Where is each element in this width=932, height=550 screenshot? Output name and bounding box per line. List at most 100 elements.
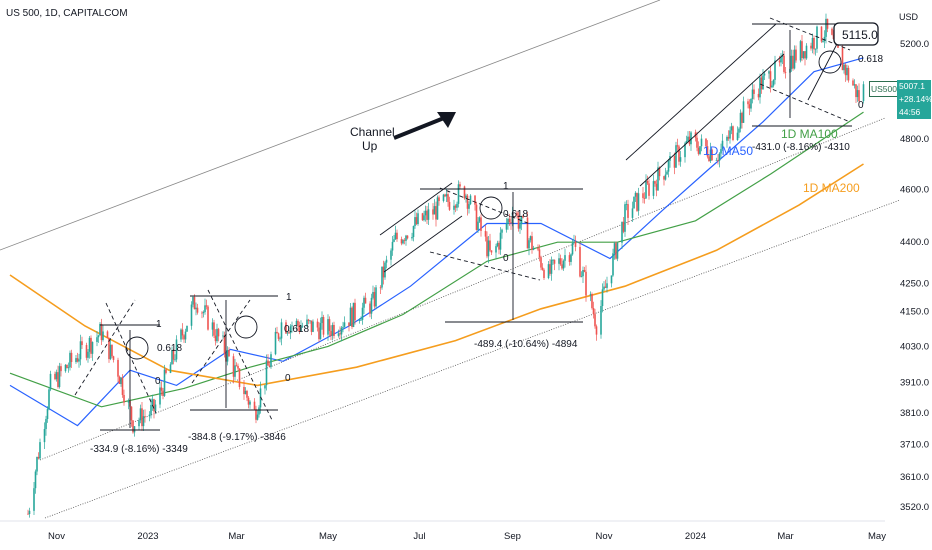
candle-body [253,401,256,410]
last-price-tag: 5007.1 +28.14% 44:56 [897,80,932,119]
candle-body [801,41,803,59]
candle-body [594,314,596,327]
candle-body [478,217,481,222]
channel-label-1: Channel [350,125,395,139]
candle-body [181,329,184,336]
candle-body [348,322,350,326]
candle-body [469,195,472,205]
candle-body [445,194,448,197]
y-tick-label: 4600.0 [900,184,929,195]
channel-label-2: Up [362,139,378,153]
fib3-zero-label: 0 [503,253,509,264]
candle-body [349,307,352,326]
candle-body [118,376,121,385]
candle-body [742,101,745,123]
candle-body [46,409,49,419]
candle-body [738,128,740,133]
candle-body [205,305,208,307]
candle-body [792,55,794,69]
fib4-diag-line-2 [759,83,851,123]
candle-body [610,275,613,284]
candle-body [174,359,176,361]
candle-body [402,240,404,244]
candle-body [327,319,329,335]
candle-body [564,255,566,261]
target-projection [807,41,839,101]
candle-body [169,364,172,373]
candle-body [435,206,437,220]
price-change: +28.14% [899,94,932,104]
candle-body [417,213,419,225]
candle-body [736,132,739,140]
candle-body [496,242,499,247]
candle-body [759,77,761,98]
candle-body [853,84,856,86]
fib2-zero-label: 0 [285,373,291,384]
candle-body [406,235,409,239]
candle-body [88,337,91,352]
candle-body [604,286,607,288]
candle-body [102,331,104,341]
fib3-diag-line [439,187,531,225]
candle-body [768,71,770,74]
candle-body [531,236,533,250]
candle-body [130,406,133,421]
candle-body [571,242,574,255]
candle-body [600,306,602,335]
candle-body [433,206,436,215]
candle-body [312,321,314,332]
candle-body [774,60,776,80]
candle-body [276,331,278,334]
x-tick-label: Jul [413,531,425,542]
y-tick-label: 4800.0 [900,134,929,145]
channel-mid-line [39,117,886,461]
channel-top-line [0,0,661,251]
candle-body [648,183,650,196]
candle-body [844,64,847,76]
candle-body [175,339,178,360]
candle-body [120,377,122,385]
candle-body [456,203,458,208]
candle-body [238,368,241,387]
symbol-price-tag: US500 [869,81,899,97]
candle-body [589,294,592,296]
candle-body [331,324,334,336]
candle-body [351,307,353,327]
candle-body [249,401,251,405]
candle-body [298,325,301,332]
candle-body [763,73,766,76]
candle-body [426,210,428,220]
candle-body [384,262,386,278]
candle-body [642,193,644,198]
currency-label: USD [898,12,918,22]
candle-body [718,153,721,161]
candle-body [501,229,503,233]
candle-body [379,287,382,289]
candle-body [591,294,593,309]
candle-body [424,210,427,216]
candle-body [43,428,46,443]
candle-body [582,269,584,277]
candle-body [700,138,703,147]
candle-body [139,408,142,421]
candle-body [580,276,583,277]
candle-body [112,356,115,360]
ma-line [9,163,864,387]
candle-body [394,232,397,240]
candle-body [138,420,140,427]
candle-body [526,217,529,249]
channel-bottom-line [44,199,901,519]
candle-body [207,306,209,330]
candle-body [259,388,262,408]
candle-body [655,183,658,191]
candle-body [133,426,136,433]
candle-body [678,146,680,162]
candle-body [165,369,167,373]
candle-body [831,28,833,35]
candle-body [354,302,356,321]
x-tick-label: Nov [596,531,613,542]
candle-body [522,215,524,218]
candle-body [739,112,742,129]
candle-body [505,223,508,230]
